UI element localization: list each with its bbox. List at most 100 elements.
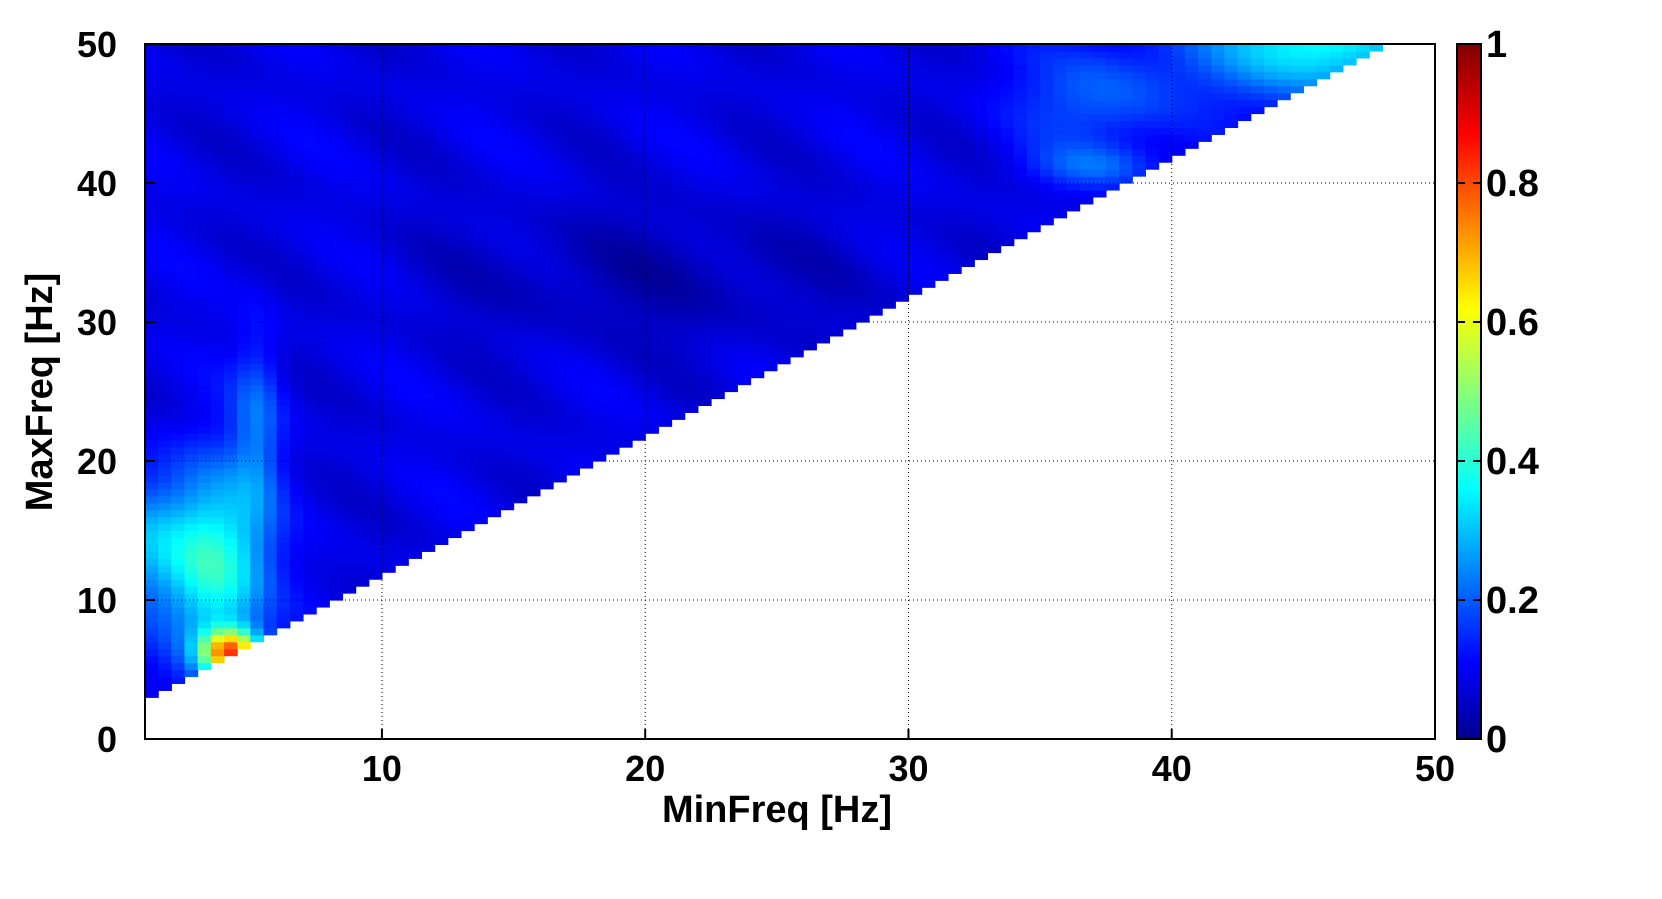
heatmap-cell <box>223 231 238 240</box>
heatmap-cell <box>184 245 199 254</box>
heatmap-cell <box>197 384 212 393</box>
heatmap-cell <box>882 301 896 309</box>
heatmap-cell <box>395 502 409 511</box>
heatmap-cell <box>829 44 844 52</box>
heatmap-cell <box>447 120 462 128</box>
heatmap-cell <box>566 252 580 261</box>
heatmap-cell <box>395 224 409 233</box>
heatmap-cell <box>263 342 278 351</box>
heatmap-cell <box>553 370 567 379</box>
heatmap-cell <box>974 113 989 122</box>
heatmap-cell <box>803 196 817 205</box>
heatmap-cell <box>223 447 238 455</box>
heatmap-cell <box>526 127 541 135</box>
heatmap-cell <box>961 210 975 219</box>
heatmap-cell <box>513 398 528 406</box>
heatmap-cell <box>763 141 778 149</box>
heatmap-cell <box>947 245 962 254</box>
heatmap-cell <box>158 391 172 400</box>
heatmap-cell <box>658 349 673 358</box>
heatmap-cell <box>355 544 370 552</box>
heatmap-cell <box>197 606 212 615</box>
heatmap-cell <box>316 405 330 413</box>
heatmap-cell <box>566 78 580 87</box>
heatmap-cell <box>381 315 396 323</box>
heatmap-cell <box>447 183 462 191</box>
heatmap-cell <box>1211 127 1225 135</box>
heatmap-cell <box>487 315 501 323</box>
heatmap-cell <box>1105 120 1120 128</box>
heatmap-cell <box>223 155 238 163</box>
heatmap-cell <box>368 363 383 372</box>
heatmap-cell <box>223 50 238 59</box>
heatmap-cell <box>737 92 752 101</box>
heatmap-cell <box>210 613 225 622</box>
heatmap-cell <box>474 50 488 59</box>
heatmap-cell <box>1250 78 1265 87</box>
heatmap-cell <box>263 600 278 608</box>
heatmap-cell <box>737 203 752 212</box>
heatmap-cell <box>329 523 344 532</box>
heatmap-cell <box>289 224 304 233</box>
heatmap-cell <box>302 308 317 316</box>
heatmap-cell <box>276 169 291 177</box>
heatmap-cell <box>276 224 291 233</box>
heatmap-cell <box>474 495 488 504</box>
heatmap-cell <box>1066 57 1081 66</box>
heatmap-cell <box>632 266 646 274</box>
heatmap-cell <box>184 273 199 281</box>
heatmap-cell <box>210 461 225 469</box>
heatmap-cell <box>737 363 752 372</box>
heatmap-cell <box>329 509 344 518</box>
heatmap-cell <box>197 440 212 448</box>
heatmap-cell <box>1013 85 1028 94</box>
heatmap-cell <box>776 245 791 254</box>
heatmap-cell <box>421 440 436 448</box>
heatmap-cell <box>987 44 1002 52</box>
heatmap-cell <box>1092 120 1107 128</box>
heatmap-cell <box>223 433 238 441</box>
heatmap-cell <box>882 99 896 108</box>
heatmap-cell <box>197 280 212 288</box>
heatmap-cell <box>671 189 686 198</box>
heatmap-cell <box>592 356 607 365</box>
heatmap-cell <box>1053 203 1068 212</box>
heatmap-cell <box>711 245 725 254</box>
heatmap-cell <box>829 92 844 101</box>
heatmap-cell <box>237 224 251 233</box>
heatmap-cell <box>171 370 186 379</box>
heatmap-cell <box>381 266 396 274</box>
heatmap-cell <box>961 92 975 101</box>
heatmap-cell <box>145 169 159 177</box>
heatmap-cell <box>329 335 344 344</box>
heatmap-cell <box>776 183 791 191</box>
heatmap-cell <box>671 176 686 184</box>
heatmap-cell <box>1119 50 1133 59</box>
heatmap-cell <box>816 148 831 156</box>
heatmap-cell <box>460 315 475 323</box>
heatmap-cell <box>1171 50 1186 59</box>
heatmap-cell <box>658 238 673 247</box>
heatmap-cell <box>158 669 172 678</box>
heatmap-cell <box>526 377 541 386</box>
heatmap-cell <box>526 64 541 73</box>
heatmap-cell <box>302 252 317 261</box>
heatmap-cell <box>276 405 291 413</box>
heatmap-cell <box>197 495 212 504</box>
heatmap-cell <box>671 44 686 52</box>
heatmap-cell <box>421 509 436 518</box>
heatmap-cell <box>210 169 225 177</box>
heatmap-cell <box>250 259 265 267</box>
heatmap-cell <box>263 572 278 580</box>
heatmap-cell <box>447 294 462 302</box>
heatmap-cell <box>263 377 278 386</box>
heatmap-cell <box>553 252 567 261</box>
heatmap-cell <box>158 377 172 386</box>
heatmap-cell <box>145 447 159 455</box>
heatmap-cell <box>1132 169 1146 177</box>
heatmap-cell <box>553 315 567 323</box>
heatmap-cell <box>145 579 159 587</box>
heatmap-cell <box>184 488 199 497</box>
heatmap-cell <box>1224 120 1239 128</box>
heatmap-cell <box>171 662 186 671</box>
